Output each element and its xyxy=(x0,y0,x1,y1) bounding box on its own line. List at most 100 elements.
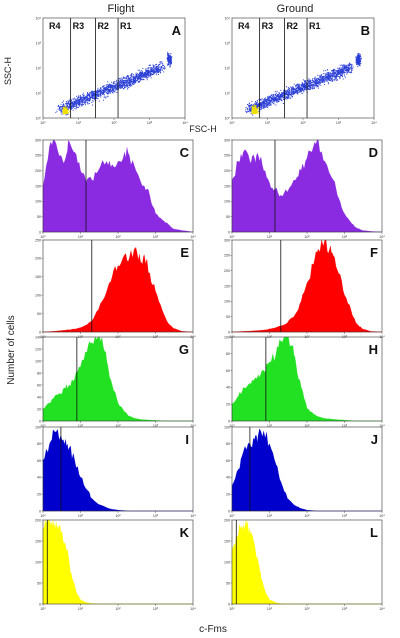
scatter-point xyxy=(302,87,304,89)
scatter-point xyxy=(295,84,297,86)
scatter-point xyxy=(72,106,74,108)
scatter-point xyxy=(255,104,257,106)
scatter-point xyxy=(116,88,118,90)
scatter-point xyxy=(169,62,171,64)
scatter-point xyxy=(161,62,163,64)
scatter-point xyxy=(82,99,84,101)
x-tick-label: 10⁴ xyxy=(190,424,196,428)
scatter-point xyxy=(64,106,66,108)
scatter-point xyxy=(85,97,87,99)
scatter-point xyxy=(274,99,276,101)
x-tick-label: 10¹ xyxy=(267,514,273,518)
scatter-point xyxy=(351,72,353,74)
scatter-point xyxy=(265,106,267,108)
scatter-point xyxy=(143,79,145,81)
scatter-point xyxy=(357,57,359,59)
scatter-point xyxy=(128,75,130,77)
scatter-point xyxy=(347,65,349,67)
scatter-point xyxy=(314,79,316,81)
scatter-point xyxy=(129,81,131,83)
scatter-point xyxy=(135,75,137,77)
scatter-point xyxy=(85,99,87,101)
scatter-point xyxy=(72,106,74,108)
scatter-point xyxy=(144,74,146,76)
scatter-point xyxy=(256,108,258,111)
scatter-point xyxy=(314,77,316,79)
scatter-point xyxy=(113,83,115,85)
x-tick-label: 10¹ xyxy=(78,424,84,428)
scatter-point xyxy=(109,90,111,92)
scatter-point xyxy=(355,56,357,58)
scatter-point xyxy=(64,111,66,113)
scatter-point xyxy=(115,85,117,87)
x-tick-label: 10⁰ xyxy=(229,121,235,125)
x-tick-label: 10¹ xyxy=(265,121,271,125)
scatter-point xyxy=(332,73,334,75)
scatter-point xyxy=(350,71,352,73)
scatter-point xyxy=(169,64,171,66)
scatter-point xyxy=(309,84,311,86)
scatter-point xyxy=(277,94,279,96)
scatter-point xyxy=(101,92,103,94)
scatter-point xyxy=(67,113,69,115)
scatter-point xyxy=(300,88,302,90)
scatter-point xyxy=(143,76,145,78)
y-tick-label: 100 xyxy=(35,425,41,429)
scatter-point xyxy=(251,104,253,106)
scatter-point xyxy=(345,76,347,78)
scatter-point xyxy=(273,100,275,102)
scatter-point xyxy=(86,95,88,97)
scatter-point xyxy=(271,101,273,103)
scatter-point xyxy=(264,103,266,105)
scatter-point xyxy=(60,110,62,112)
scatter-point xyxy=(305,89,307,91)
scatter-point xyxy=(154,67,156,69)
scatter-point xyxy=(342,70,344,72)
scatter-point xyxy=(65,107,67,109)
scatter-point xyxy=(134,77,136,79)
scatter-point xyxy=(310,85,312,87)
scatter-point xyxy=(304,80,306,82)
scatter-point xyxy=(121,87,123,89)
scatter-point xyxy=(289,86,291,88)
scatter-point xyxy=(61,107,63,109)
panel-letter-b: B xyxy=(361,23,370,38)
scatter-point xyxy=(132,75,134,77)
scatter-point xyxy=(267,97,269,99)
scatter-point xyxy=(291,87,293,89)
scatter-point xyxy=(305,87,307,89)
scatter-point xyxy=(63,110,65,112)
scatter-point xyxy=(130,74,132,76)
scatter-point xyxy=(290,95,292,97)
scatter-point xyxy=(319,79,321,81)
scatter-point xyxy=(317,81,319,83)
scatter-point xyxy=(267,98,269,100)
scatter-point xyxy=(327,76,329,78)
scatter-point xyxy=(326,80,328,82)
y-tick-label: 0 xyxy=(228,509,230,513)
scatter-point xyxy=(75,104,77,106)
scatter-point xyxy=(329,79,331,81)
scatter-point xyxy=(138,76,140,78)
scatter-point xyxy=(91,91,93,93)
scatter-point xyxy=(253,109,255,111)
scatter-point xyxy=(247,110,249,112)
scatter-point xyxy=(103,88,105,90)
scatter-point xyxy=(334,78,336,80)
scatter-point xyxy=(137,74,139,76)
panel-letter-f: F xyxy=(370,245,378,260)
x-tick-label: 10² xyxy=(304,235,310,239)
scatter-point xyxy=(68,106,70,108)
scatter-point xyxy=(261,98,263,100)
scatter-point xyxy=(333,70,335,72)
scatter-point xyxy=(127,87,129,89)
scatter-point xyxy=(358,56,360,58)
scatter-point xyxy=(333,71,335,73)
scatter-point xyxy=(338,70,340,72)
scatter-point xyxy=(266,100,268,102)
scatter-point xyxy=(355,58,357,60)
scatter-point xyxy=(310,81,312,83)
scatter-point xyxy=(293,90,295,92)
scatter-point xyxy=(310,86,312,88)
